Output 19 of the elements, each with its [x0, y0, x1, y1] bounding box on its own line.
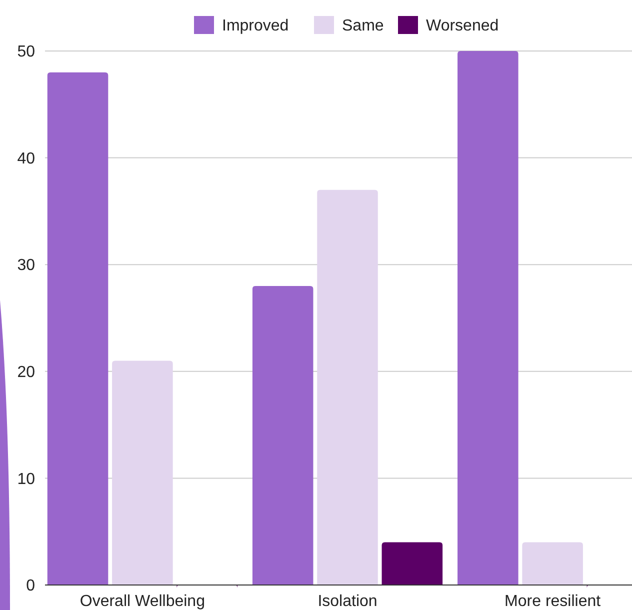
bar — [382, 542, 443, 585]
x-tick-label: Isolation — [318, 593, 378, 610]
y-tick-label: 20 — [17, 364, 36, 381]
y-tick-label: 50 — [17, 44, 36, 61]
bar — [47, 72, 108, 585]
bar — [317, 190, 378, 585]
x-tick-label: More resilient — [504, 593, 602, 610]
y-tick-label: 40 — [17, 150, 36, 168]
bar — [112, 360, 173, 585]
bar — [522, 542, 583, 585]
y-tick-label: 10 — [17, 470, 36, 488]
legend-label: Improved — [222, 18, 289, 35]
legend-label: Same — [342, 18, 384, 35]
y-tick-label: 0 — [26, 578, 36, 595]
x-tick-label: Overall Wellbeing — [80, 593, 205, 610]
legend-label: Worsened — [426, 18, 499, 35]
bar — [252, 286, 314, 585]
y-tick-label: 30 — [17, 257, 36, 274]
bar — [458, 51, 518, 585]
